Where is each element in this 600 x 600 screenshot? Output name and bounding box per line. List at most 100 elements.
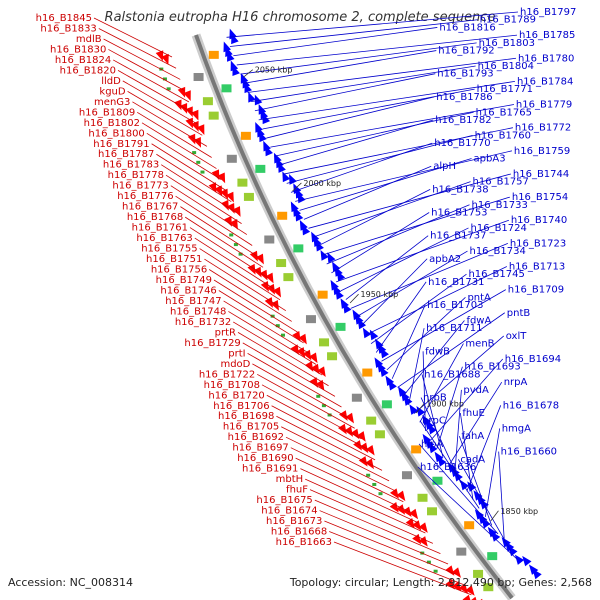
gene-label[interactable]: nrpC [422, 416, 446, 427]
gene-label[interactable]: mdlB [76, 34, 102, 45]
gene-label[interactable]: h16_B1693 [464, 362, 520, 373]
gene-label[interactable]: h16_B1830 [50, 44, 106, 55]
gene-label[interactable]: fhuF [286, 485, 308, 496]
gene-label[interactable]: h16_B1691 [242, 464, 298, 475]
gene-label[interactable]: h16_B1713 [509, 261, 565, 272]
gene-label[interactable]: h16_B1786 [436, 92, 492, 103]
gene-label[interactable]: h16_B1793 [437, 69, 493, 80]
gene-label[interactable]: h16_B1767 [122, 202, 178, 213]
gene-label[interactable]: h16_B1845 [36, 13, 92, 24]
gene-label[interactable]: h16_B1803 [479, 38, 535, 49]
gene-label[interactable]: h16_B1753 [431, 208, 487, 219]
gene-label[interactable]: nrpA [504, 377, 528, 388]
gene-label[interactable]: fhuE [462, 408, 485, 419]
gene-label[interactable]: h16_B1770 [434, 138, 490, 149]
gene-label[interactable]: h16_B1778 [108, 170, 164, 181]
gene-label[interactable]: hipA [421, 439, 443, 450]
gene-label[interactable]: h16_B1660 [501, 447, 557, 458]
gene-label[interactable]: h16_B1765 [476, 107, 532, 118]
gene-label[interactable]: lldD [101, 76, 121, 87]
gene-label[interactable]: h16_B1692 [228, 432, 284, 443]
gene-label[interactable]: fahA [461, 431, 484, 442]
gene-label[interactable]: h16_B1675 [256, 495, 312, 506]
gene-label[interactable]: h16_B1636 [420, 462, 476, 473]
gene-label[interactable]: h16_B1749 [156, 275, 212, 286]
gene-label[interactable]: h16_B1763 [136, 233, 192, 244]
gene-label[interactable]: h16_B1697 [232, 443, 288, 454]
gene-label[interactable]: h16_B1747 [165, 296, 221, 307]
gene-label[interactable]: h16_B1768 [127, 212, 183, 223]
gene-label[interactable]: h16_B1782 [435, 115, 491, 126]
gene-label[interactable]: h16_B1734 [469, 246, 525, 257]
gene-label[interactable]: h16_B1797 [520, 7, 576, 18]
gene-label[interactable]: h16_B1746 [160, 285, 216, 296]
gene-label[interactable]: h16_B1820 [60, 65, 116, 76]
gene-label[interactable]: h16_B1673 [266, 516, 322, 527]
gene-label[interactable]: h16_B1789 [480, 15, 536, 26]
gene-label[interactable]: h16_B1724 [471, 223, 527, 234]
gene-label[interactable]: mdoD [220, 359, 250, 370]
gene-label[interactable]: h16_B1663 [276, 537, 332, 548]
gene-label[interactable]: h16_B1723 [510, 238, 566, 249]
gene-label[interactable]: h16_B1732 [175, 317, 231, 328]
gene-label[interactable]: h16_B1729 [184, 338, 240, 349]
gene-label[interactable]: h16_B1751 [146, 254, 202, 265]
gene-label[interactable]: pntA [467, 292, 491, 303]
gene-label[interactable]: h16_B1809 [79, 107, 135, 118]
gene-label[interactable]: h16_B1688 [424, 369, 480, 380]
gene-label[interactable]: h16_B1791 [93, 139, 149, 150]
gene-label[interactable]: h16_B1678 [503, 400, 559, 411]
gene-label[interactable]: alpH [433, 161, 456, 172]
gene-label[interactable]: h16_B1787 [98, 149, 154, 160]
gene-label[interactable]: h16_B1674 [261, 506, 317, 517]
gene-label[interactable]: h16_B1792 [438, 46, 494, 57]
gene-label[interactable]: h16_B1771 [477, 84, 533, 95]
gene-label[interactable]: h16_B1783 [103, 160, 159, 171]
gene-label[interactable]: prtI [228, 348, 245, 359]
gene-label[interactable]: h16_B1755 [141, 244, 197, 255]
gene-label[interactable]: h16_B1709 [508, 285, 564, 296]
gene-label[interactable]: pntB [507, 308, 531, 319]
gene-label[interactable]: fdwB [425, 346, 450, 357]
gene-label[interactable]: apbA2 [429, 254, 461, 265]
gene-label[interactable]: prtR [215, 327, 236, 338]
gene-label[interactable]: h16_B1779 [516, 100, 572, 111]
gene-label[interactable]: h16_B1690 [237, 453, 293, 464]
gene-label[interactable]: h16_B1668 [271, 527, 327, 538]
gene-label[interactable]: mbtH [276, 474, 304, 485]
gene-label[interactable]: h16_B1800 [88, 128, 144, 139]
gene-label[interactable]: h16_B1816 [439, 22, 495, 33]
gene-label[interactable]: h16_B1703 [427, 300, 483, 311]
gene-label[interactable]: menG3 [94, 97, 130, 108]
gene-label[interactable]: h16_B1804 [478, 61, 534, 72]
gene-label[interactable]: h16_B1802 [84, 118, 140, 129]
gene-label[interactable]: pvdA [463, 385, 489, 396]
gene-label[interactable]: h16_B1711 [426, 323, 482, 334]
gene-label[interactable]: h16_B1748 [170, 306, 226, 317]
gene-label[interactable]: menB [465, 339, 494, 350]
gene-label[interactable]: h16_B1737 [430, 231, 486, 242]
gene-label[interactable]: h16_B1706 [213, 401, 269, 412]
gene-label[interactable]: fdwA [466, 315, 491, 326]
gene-label[interactable]: h16_B1780 [518, 53, 574, 64]
gene-label[interactable]: h16_B1720 [208, 390, 264, 401]
gene-label[interactable]: kguD [99, 86, 125, 97]
gene-label[interactable]: h16_B1698 [218, 411, 274, 422]
gene-label[interactable]: h16_B1722 [199, 369, 255, 380]
gene-label[interactable]: h16_B1772 [515, 123, 571, 134]
gene-label[interactable]: h16_B1760 [475, 130, 531, 141]
gene-label[interactable]: h16_B1733 [472, 200, 528, 211]
gene-label[interactable]: nrpB [423, 393, 447, 404]
gene-label[interactable]: h16_B1754 [512, 192, 568, 203]
gene-label[interactable]: oxlT [506, 331, 528, 342]
gene-label[interactable]: h16_B1776 [117, 191, 173, 202]
gene-label[interactable]: h16_B1740 [511, 215, 567, 226]
gene-label[interactable]: h16_B1745 [468, 269, 524, 280]
gene-label[interactable]: cadA [460, 454, 485, 465]
gene-label[interactable]: h16_B1705 [223, 422, 279, 433]
gene-label[interactable]: h16_B1759 [514, 146, 570, 157]
gene-label[interactable]: h16_B1756 [151, 265, 207, 276]
gene-label[interactable]: h16_B1824 [55, 55, 111, 66]
gene-label[interactable]: h16_B1773 [112, 181, 168, 192]
gene-label[interactable]: h16_B1757 [473, 177, 529, 188]
